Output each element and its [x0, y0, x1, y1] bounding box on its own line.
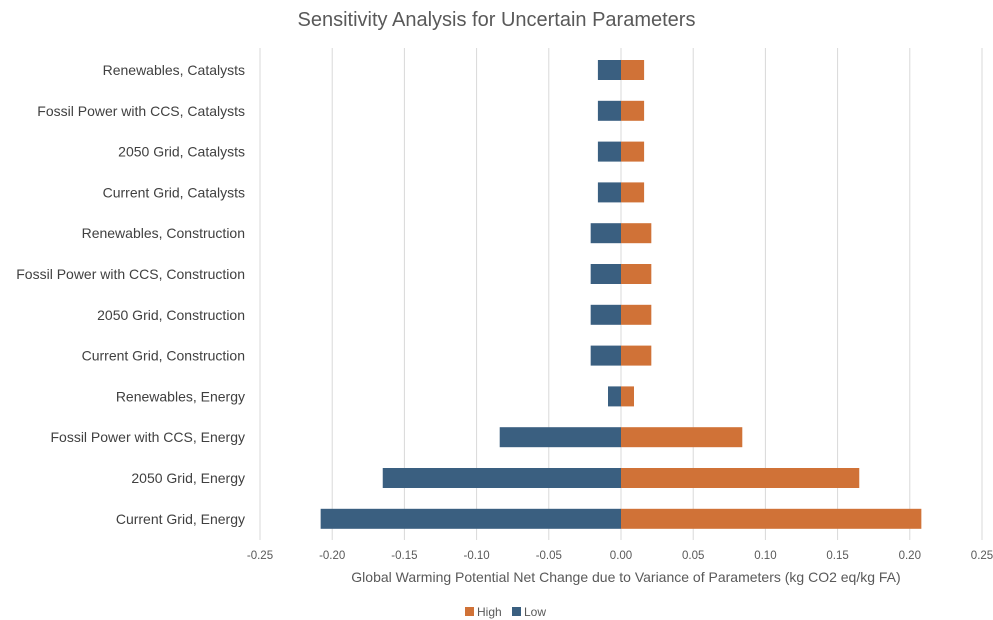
- x-tick-label: -0.15: [391, 550, 417, 562]
- bar-low: [499, 427, 621, 448]
- bar-high: [621, 304, 652, 325]
- x-tick-label: 0.05: [682, 550, 704, 562]
- category-label: Fossil Power with CCS, Catalysts: [37, 103, 245, 119]
- legend-label-low: Low: [524, 605, 546, 619]
- bar-low: [608, 386, 621, 407]
- bar-high: [621, 427, 743, 448]
- category-label: Fossil Power with CCS, Energy: [50, 429, 245, 445]
- bar-low: [590, 223, 621, 244]
- bar-low: [320, 508, 621, 529]
- x-tick-label: -0.05: [536, 550, 562, 562]
- category-label: Current Grid, Energy: [116, 511, 245, 527]
- x-tick-labels: -0.25 -0.20 -0.15 -0.10 -0.05 0.00 0.05 0.10 0.1…: [247, 550, 993, 562]
- x-tick-label: 0.10: [754, 550, 776, 562]
- x-tick-label: 0.00: [610, 550, 632, 562]
- bar-high: [621, 100, 645, 121]
- bar-low: [597, 141, 621, 162]
- x-tick-label: 0.20: [899, 550, 921, 562]
- x-tick-label: -0.20: [319, 550, 345, 562]
- category-label: Renewables, Construction: [82, 225, 245, 241]
- category-label: Renewables, Energy: [116, 388, 245, 404]
- category-labels: Renewables, Catalysts Fossil Power with C…: [16, 62, 245, 527]
- bar-low: [597, 182, 621, 203]
- bar-high: [621, 182, 645, 203]
- category-label: 2050 Grid, Catalysts: [118, 144, 245, 160]
- bar-high: [621, 508, 922, 529]
- x-tick-label: -0.10: [463, 550, 489, 562]
- legend-swatch-high: [465, 607, 474, 616]
- bar-low: [597, 100, 621, 121]
- x-tick-label: 0.25: [971, 550, 993, 562]
- bar-high: [621, 468, 860, 488]
- bar-low: [590, 304, 621, 325]
- bar-low: [382, 468, 621, 488]
- category-label: Current Grid, Catalysts: [103, 184, 245, 200]
- gridlines: [259, 48, 983, 540]
- chart-title: Sensitivity Analysis for Uncertain Param…: [297, 9, 696, 31]
- category-label: Current Grid, Construction: [82, 348, 245, 364]
- category-label: 2050 Grid, Construction: [97, 307, 245, 323]
- bar-high: [621, 223, 652, 244]
- x-tick-label: -0.25: [247, 550, 273, 562]
- bar-high: [621, 141, 645, 162]
- bar-high: [621, 345, 652, 366]
- x-axis-title: Global Warming Potential Net Change due …: [351, 569, 900, 585]
- legend-label-high: High: [477, 605, 502, 619]
- bar-low: [597, 60, 621, 80]
- category-label: Renewables, Catalysts: [103, 62, 245, 78]
- bar-high: [621, 264, 652, 284]
- x-tick-label: 0.15: [826, 550, 848, 562]
- category-label: Fossil Power with CCS, Construction: [16, 266, 245, 282]
- legend-swatch-low: [512, 607, 521, 616]
- bar-high: [621, 60, 645, 80]
- category-label: 2050 Grid, Energy: [131, 470, 245, 486]
- bars: [320, 60, 922, 529]
- legend: High Low: [465, 605, 546, 619]
- bar-high: [621, 386, 634, 407]
- bar-low: [590, 264, 621, 284]
- bar-low: [590, 345, 621, 366]
